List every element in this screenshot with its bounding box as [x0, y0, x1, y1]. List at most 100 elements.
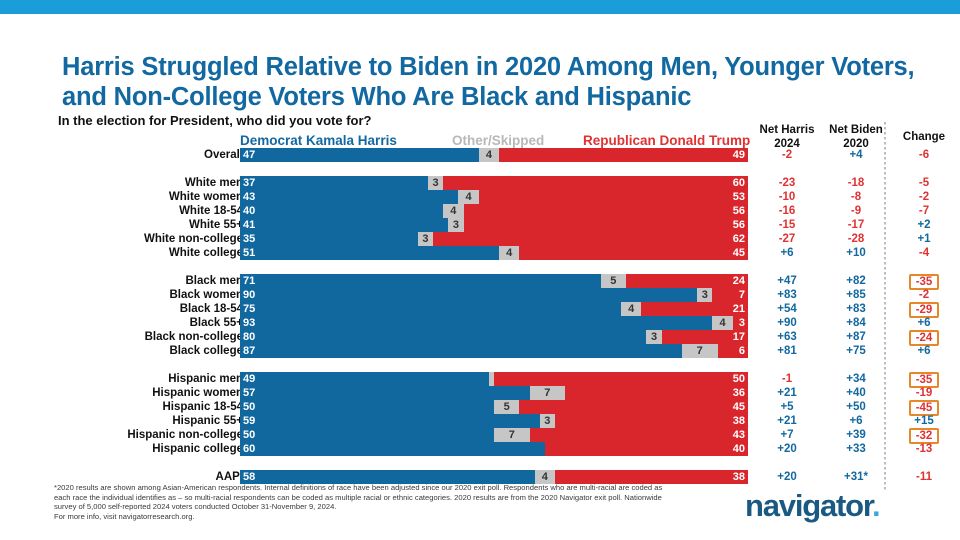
chart-row: Hispanic women 57 7 36 +21 +40 -19: [0, 386, 960, 400]
row-label: Black 18-54: [179, 303, 243, 315]
cell-change: +1: [893, 232, 955, 246]
cell-net-biden-value: +31*: [844, 471, 868, 483]
cell-net-harris-value: +20: [777, 471, 797, 483]
cell-net-biden-value: +40: [846, 387, 866, 399]
bar-segment-harris: 57: [240, 386, 530, 400]
bar-segment-other: 4: [534, 470, 555, 484]
bar-segment-harris-value: 47: [243, 149, 256, 161]
cell-net-biden: +82: [825, 274, 887, 288]
bar-segment-other-value: 4: [628, 303, 635, 315]
bar-segment-other: 3: [646, 330, 662, 344]
bar-segment-trump: 7: [712, 288, 748, 302]
stacked-bar: 51 4 45: [240, 246, 748, 260]
cell-net-harris: +63: [753, 330, 821, 344]
chart-row: White 55+ 41 3 56 -15 -17 +2: [0, 218, 960, 232]
cell-net-biden: +31*: [825, 470, 887, 484]
cell-net-biden-value: -8: [850, 191, 862, 203]
cell-net-harris-value: +7: [780, 429, 794, 441]
bar-segment-harris: 75: [240, 302, 621, 316]
bar-segment-harris: 58: [240, 470, 535, 484]
survey-question: In the election for President, who did y…: [58, 113, 372, 128]
bar-segment-trump: 38: [554, 414, 748, 428]
bar-segment-other-value: 3: [701, 289, 708, 301]
bar-segment-harris: 71: [240, 274, 601, 288]
cell-change-value: -19: [915, 387, 933, 399]
bar-segment-harris: 40: [240, 204, 444, 218]
cell-net-biden-value: +39: [846, 429, 866, 441]
cell-change-value: +2: [917, 219, 931, 231]
bar-segment-trump-value: 45: [732, 247, 745, 259]
bar-segment-other-value: 3: [422, 233, 429, 245]
cell-net-harris-value: +90: [777, 317, 797, 329]
chart-row: White non-college 35 3 62 -27 -28 +1: [0, 232, 960, 246]
bar-segment-trump-value: 45: [732, 401, 745, 413]
bar-segment-harris: 50: [240, 428, 494, 442]
cell-net-harris: +21: [753, 414, 821, 428]
bar-segment-other: 5: [600, 274, 627, 288]
chart-row: Black non-college 80 3 17 +63 +87 -24: [0, 330, 960, 346]
cell-net-harris-value: -27: [778, 233, 796, 245]
row-spacer: [0, 358, 960, 372]
cell-net-biden: +50: [825, 400, 887, 414]
bar-segment-other-value: 3: [650, 331, 658, 343]
cell-net-biden: +34: [825, 372, 887, 386]
bar-segment-trump: 50: [493, 372, 748, 386]
bar-segment-trump: 24: [626, 274, 748, 288]
bar-segment-other-value: 7: [508, 429, 515, 441]
bar-segment-other-value: 4: [541, 471, 548, 483]
bar-segment-harris-value: 75: [243, 303, 256, 315]
cell-change: +6: [893, 316, 955, 330]
bar-segment-trump: 45: [519, 246, 748, 260]
cell-net-biden: +10: [825, 246, 887, 260]
stacked-bar: 35 3 62: [240, 232, 748, 246]
bar-segment-trump-value: 38: [732, 471, 745, 483]
bar-segment-other-value: 4: [719, 317, 726, 329]
cell-net-biden: -9: [825, 204, 887, 218]
bar-segment-harris-value: 60: [243, 443, 256, 455]
cell-net-biden-value: -18: [847, 177, 865, 189]
bar-segment-trump-value: 53: [732, 191, 745, 203]
stacked-bar: 87 7 6: [240, 344, 748, 358]
cell-net-biden: -28: [825, 232, 887, 246]
bar-segment-other: 4: [478, 148, 500, 162]
bar-segment-harris: 80: [240, 330, 647, 344]
cell-net-harris: +20: [753, 470, 821, 484]
cell-net-harris-value: +21: [777, 415, 797, 427]
bar-segment-harris: 50: [240, 400, 494, 414]
bar-segment-harris-value: 59: [243, 415, 256, 427]
bar-segment-other-value: 3: [432, 177, 439, 189]
navigator-logo: navigator.: [745, 488, 881, 524]
cell-change-value: -2: [918, 191, 930, 203]
cell-change-value: -45: [908, 400, 940, 416]
bar-segment-trump: 21: [641, 302, 748, 316]
cell-net-biden: +40: [825, 386, 887, 400]
chart-row: Black 55+ 93 4 3 +90 +84 +6: [0, 316, 960, 330]
bar-segment-other: 5: [494, 400, 520, 414]
bar-segment-trump-value: 40: [732, 443, 745, 455]
bar-segment-other: 4: [458, 190, 479, 204]
page-title: Harris Struggled Relative to Biden in 20…: [62, 53, 915, 111]
bar-segment-harris-value: 40: [243, 205, 256, 217]
cell-change: -24: [893, 330, 955, 346]
bar-segment-other-value: 5: [503, 401, 510, 413]
row-label: AAPI: [215, 471, 243, 483]
cell-net-biden: +4: [825, 148, 887, 162]
bar-segment-harris: 37: [240, 176, 428, 190]
cell-net-biden: -8: [825, 190, 887, 204]
cell-change-value: -2: [918, 289, 930, 301]
cell-change-value: -24: [908, 330, 940, 346]
bar-segment-harris-value: 41: [243, 219, 256, 231]
row-label: Hispanic women: [152, 387, 243, 399]
row-label: Hispanic 55+: [172, 415, 243, 427]
cell-net-biden-value: +50: [846, 401, 866, 413]
column-header-net-harris-line1: Net Harris: [759, 124, 815, 136]
bar-segment-harris: 51: [240, 246, 500, 260]
bar-segment-trump: 53: [478, 190, 748, 204]
cell-net-biden-value: +83: [846, 303, 866, 315]
bar-segment-trump: 36: [565, 386, 748, 400]
bar-segment-harris-value: 93: [243, 317, 256, 329]
chart-row: Black 18-54 75 4 21 +54 +83 -29: [0, 302, 960, 318]
logo-text: navigator: [745, 488, 873, 523]
bar-segment-trump-value: 56: [732, 205, 745, 217]
cell-net-harris: -27: [753, 232, 821, 246]
